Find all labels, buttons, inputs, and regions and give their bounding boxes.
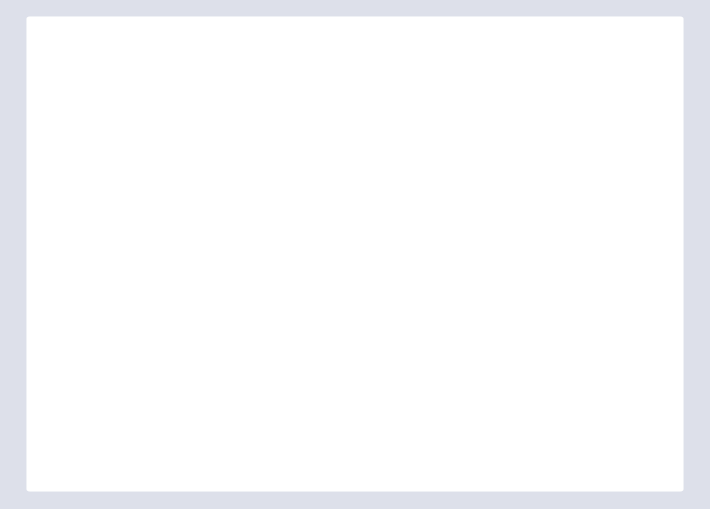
Ellipse shape <box>57 251 93 288</box>
Ellipse shape <box>57 182 93 217</box>
Text: 16. The rate of the change in velocity.: 16. The rate of the change in velocity. <box>55 40 464 60</box>
Text: Acceleration: Acceleration <box>110 400 235 419</box>
Ellipse shape <box>57 321 93 357</box>
Text: *: * <box>55 75 65 93</box>
Ellipse shape <box>57 391 93 427</box>
Text: Velocity: Velocity <box>110 330 189 349</box>
Text: Displacement: Displacement <box>110 190 249 209</box>
Text: Speed: Speed <box>110 260 173 279</box>
